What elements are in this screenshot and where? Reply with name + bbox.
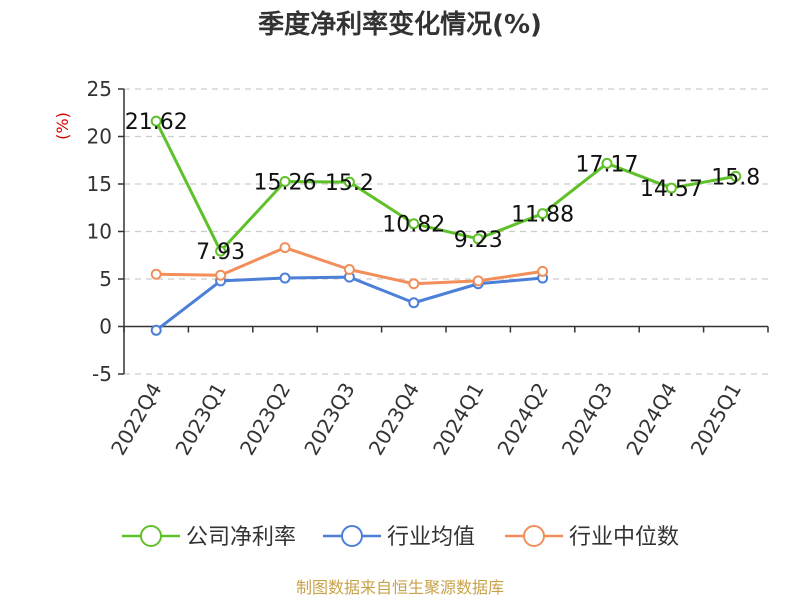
data-point — [730, 170, 742, 182]
data-point — [215, 269, 227, 281]
data-point — [150, 115, 162, 127]
data-label: 15.8 — [711, 165, 760, 190]
chart-title: 季度净利率变化情况(%) — [258, 9, 542, 40]
x-tick-label: 2024Q2 — [492, 379, 552, 460]
data-point — [343, 264, 355, 275]
data-point — [472, 275, 484, 287]
data-label: 21.62 — [125, 110, 188, 135]
x-tick-label: 2024Q4 — [621, 379, 681, 460]
data-label: 15.2 — [325, 171, 374, 196]
x-tick-label: 2023Q1 — [170, 379, 230, 460]
x-tick-label: 2025Q1 — [686, 379, 746, 460]
x-tick-label: 2023Q3 — [299, 379, 359, 460]
x-tick-label: 2024Q3 — [557, 379, 617, 460]
series-line — [154, 120, 737, 253]
data-point — [408, 297, 420, 309]
legend: 公司净利率 行业均值 行业中位数 — [122, 525, 679, 550]
data-label: 7.93 — [196, 240, 245, 265]
data-labels: 21.62 7.93 15.26 15.2 10.82 9.23 11.88 17.1714.… — [125, 110, 761, 265]
x-tick-label: 2024Q1 — [428, 379, 488, 460]
data-point — [408, 218, 420, 230]
y-tick-label: 20 — [87, 125, 112, 149]
data-point — [279, 176, 291, 188]
x-tick-label: 2023Q2 — [235, 379, 295, 460]
source-note: 制图数据来自恒生聚源数据库 — [296, 578, 504, 597]
data-point — [279, 242, 291, 254]
legend-label: 行业中位数 — [569, 525, 679, 550]
data-point — [537, 208, 549, 220]
series-line — [155, 275, 543, 332]
data-point — [279, 272, 291, 284]
data-point — [472, 233, 484, 245]
data-label: 17.17 — [576, 152, 639, 177]
data-point — [601, 157, 613, 169]
data-point — [343, 176, 355, 188]
y-tick-label: 5 — [99, 267, 112, 291]
legend-swatch-marker — [523, 525, 545, 547]
legend-swatch-marker — [140, 525, 162, 547]
data-label: 11.88 — [511, 203, 574, 228]
y-tick-label: -5 — [92, 362, 112, 386]
y-axis-label: (%) — [53, 112, 72, 140]
y-tick-label: 10 — [87, 220, 112, 244]
data-label: 15.26 — [254, 171, 317, 196]
data-label: 10.82 — [382, 213, 445, 238]
data-point — [408, 278, 420, 290]
data-label: 9.23 — [454, 228, 503, 253]
legend-label: 行业均值 — [387, 525, 475, 550]
axes: -5 0 5 10 15 20 25 2022Q4 2023Q1 2023Q2 2023Q3 2023… — [87, 77, 769, 460]
data-label: 14.57 — [640, 177, 703, 202]
x-tick-label: 2022Q4 — [106, 379, 166, 460]
data-point — [665, 182, 677, 194]
legend-label: 公司净利率 — [186, 525, 296, 550]
data-point — [215, 245, 227, 257]
legend-swatch-marker — [341, 525, 363, 547]
data-point — [150, 324, 162, 336]
data-point — [537, 265, 549, 277]
y-tick-label: 15 — [87, 172, 112, 196]
series-layer — [150, 115, 742, 336]
data-point — [150, 268, 162, 280]
x-tick-label: 2023Q4 — [364, 379, 424, 460]
y-tick-label: 25 — [87, 77, 112, 101]
y-tick-label: 0 — [99, 315, 112, 339]
